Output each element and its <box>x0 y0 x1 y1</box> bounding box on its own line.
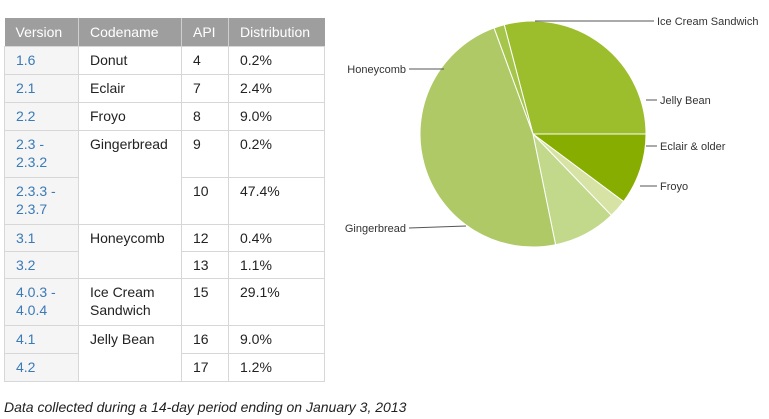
table-row: 2.2 Froyo 8 9.0% <box>4 101 325 131</box>
version-link[interactable]: 2.3.3 - 2.3.7 <box>4 176 79 225</box>
distribution-cell: 0.4% <box>228 223 325 252</box>
distribution-cell: 1.2% <box>228 352 325 382</box>
table-row: 2.3.3 - 2.3.7 10 47.4% <box>4 176 325 225</box>
api-cell: 15 <box>181 277 229 326</box>
slice-label: Froyo <box>660 181 688 193</box>
header-api: API <box>181 18 229 46</box>
table-row: 4.0.3 - 4.0.4 Ice Cream Sandwich 15 29.1… <box>4 277 325 326</box>
pie-chart: Ice Cream Sandwich Jelly Bean Eclair & old… <box>345 16 759 248</box>
distribution-cell: 9.0% <box>228 324 325 354</box>
table-row: 4.2 17 1.2% <box>4 352 325 382</box>
api-cell: 13 <box>181 250 229 279</box>
codename-cell: Donut <box>78 45 182 75</box>
version-link[interactable]: 2.1 <box>4 73 79 103</box>
table-row: 3.2 13 1.1% <box>4 250 325 279</box>
distribution-cell: 2.4% <box>228 73 325 103</box>
pie-slice <box>493 24 534 135</box>
footnote: Data collected during a 14-day period en… <box>4 399 407 415</box>
api-cell: 4 <box>181 45 229 75</box>
version-link[interactable]: 3.1 <box>4 223 79 252</box>
table-row: 2.3 - 2.3.2 Gingerbread 9 0.2% <box>4 129 325 225</box>
pie-slice <box>503 20 647 135</box>
api-cell: 17 <box>181 352 229 382</box>
table-row: 3.1 Honeycomb 12 0.4% <box>4 223 325 279</box>
version-link[interactable]: 4.0.3 - 4.0.4 <box>4 277 79 326</box>
pie-slice <box>419 27 557 248</box>
pie-callouts: Ice Cream Sandwich Jelly Bean Eclair & old… <box>345 16 759 235</box>
distribution-table: Version Codename API Distribution 1.6 Do… <box>4 18 325 382</box>
codename-cell: Ice Cream Sandwich <box>78 277 182 326</box>
version-link[interactable]: 1.6 <box>4 45 79 75</box>
slice-label: Ice Cream Sandwich <box>657 16 759 28</box>
pie-slice <box>531 133 647 203</box>
distribution-cell: 0.2% <box>228 45 325 75</box>
api-cell: 12 <box>181 223 229 252</box>
slice-label: Jelly Bean <box>660 95 711 107</box>
table-row: 4.1 Jelly Bean 16 9.0% <box>4 324 325 382</box>
version-link[interactable]: 3.2 <box>4 250 79 279</box>
slice-label: Honeycomb <box>347 64 406 76</box>
version-link[interactable]: 4.2 <box>4 352 79 382</box>
codename-cell: Gingerbread <box>78 129 182 225</box>
codename-cell: Jelly Bean <box>78 324 182 382</box>
api-cell: 16 <box>181 324 229 354</box>
slice-label: Eclair & older <box>660 141 726 153</box>
header-distribution: Distribution <box>228 18 325 46</box>
distribution-cell: 1.1% <box>228 250 325 279</box>
version-link[interactable]: 4.1 <box>4 324 79 354</box>
table-row: 2.1 Eclair 7 2.4% <box>4 73 325 103</box>
table-header-row: Version Codename API Distribution <box>4 18 325 46</box>
callout-line <box>408 225 467 229</box>
distribution-cell: 47.4% <box>228 176 325 225</box>
table-row: 1.6 Donut 4 0.2% <box>4 45 325 75</box>
distribution-cell: 0.2% <box>228 129 325 178</box>
distribution-cell: 29.1% <box>228 277 325 326</box>
header-version: Version <box>4 18 79 46</box>
pie-slices <box>419 20 647 248</box>
header-codename: Codename <box>78 18 182 46</box>
codename-cell: Honeycomb <box>78 223 182 279</box>
slice-label: Gingerbread <box>345 223 406 235</box>
